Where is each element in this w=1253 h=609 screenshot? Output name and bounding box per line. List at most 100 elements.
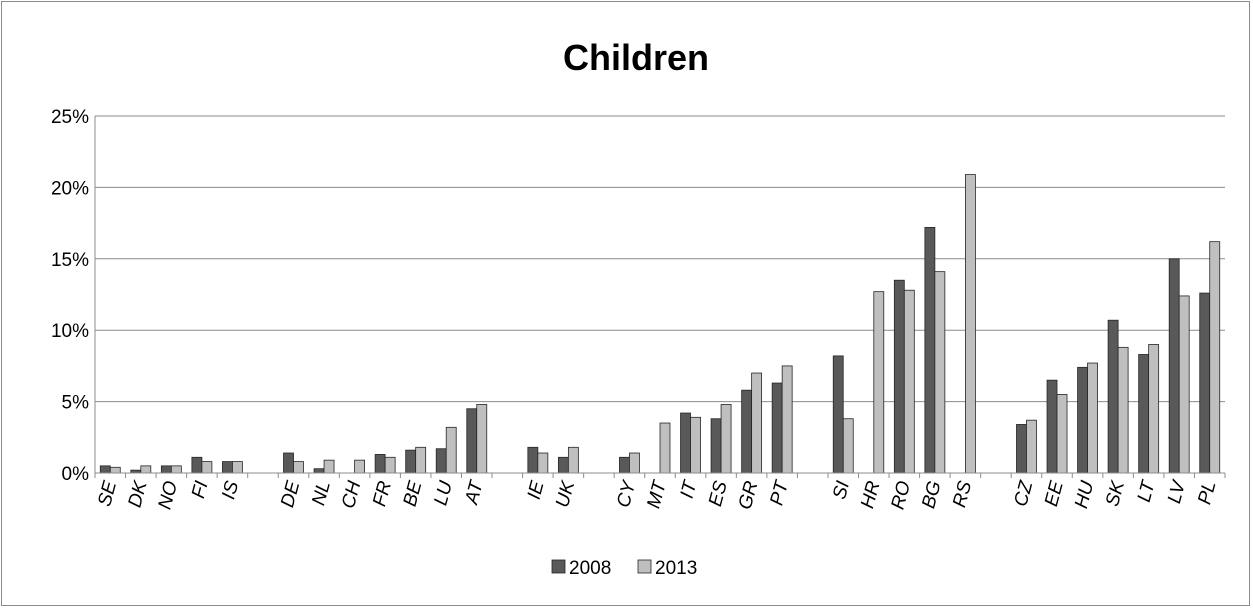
x-tick-label: BE [400, 479, 427, 509]
bar-2013-MT [659, 422, 671, 474]
x-tick-label: ES [705, 479, 732, 509]
x-tick-label: IE [524, 479, 549, 502]
legend-swatch-2013 [637, 559, 652, 574]
x-tick-label: RS [949, 479, 976, 510]
chart-title: Children [563, 37, 709, 78]
legend-swatch-2008 [551, 559, 566, 574]
bar-2008-LU [435, 448, 447, 474]
bar-2008-ES [710, 418, 722, 474]
bar-2013-SK [1117, 346, 1129, 474]
bar-2013-CZ [1026, 419, 1037, 474]
x-tick-label: FI [188, 478, 213, 500]
bar-2013-DE [293, 461, 304, 474]
bar-2008-EE [1046, 379, 1058, 474]
x-tick-label: CZ [1010, 478, 1037, 509]
bar-2013-LV [1178, 295, 1190, 474]
bar-2008-IT [680, 412, 691, 474]
bar-2013-IT [690, 416, 701, 474]
bar-2013-SI [842, 418, 854, 474]
bar-2008-SE [99, 465, 111, 474]
x-axis-ticks: SE DK NO FI IS DE NL CH FR BE LU AT IE UK CY MT IT ES GR PT… [94, 477, 1220, 512]
bar-2008-DE [283, 452, 294, 474]
bar-2008-HU [1077, 366, 1088, 474]
bar-2013-LT [1148, 344, 1160, 474]
bar-2013-PT [781, 365, 793, 474]
x-tick-label: RO [887, 479, 915, 512]
y-axis-ticks: 0% 5% 10% 15% 20% 25% [51, 107, 89, 485]
x-tick-label: SI [829, 478, 854, 501]
x-tick-label: CY [613, 478, 640, 510]
bar-2013-DK [140, 465, 152, 474]
bar-2013-RO [903, 289, 915, 474]
bar-2013-PL [1209, 241, 1221, 474]
bar-2008-CY [619, 456, 630, 474]
grid-lines [95, 115, 1225, 403]
bar-2013-FR [384, 456, 396, 474]
x-tick-label: HR [857, 479, 884, 511]
x-tick-label: DE [277, 479, 304, 510]
bar-2008-AT [466, 408, 478, 474]
legend: 2008 2013 [551, 558, 697, 579]
x-tick-label: LT [1134, 478, 1160, 505]
bar-2013-CY [629, 452, 640, 474]
bar-2008-SK [1107, 319, 1119, 474]
legend-label-2008: 2008 [569, 558, 611, 579]
x-tick-label: CH [338, 479, 365, 511]
x-tick-label: PL [1194, 479, 1220, 507]
y-tick-label: 20% [51, 178, 89, 199]
bar-2013-GR [751, 372, 763, 474]
bar-2013-BG [934, 271, 946, 474]
x-tick-label: UK [552, 478, 579, 510]
bar-2008-LV [1168, 258, 1180, 474]
bar-2008-FI [191, 456, 203, 474]
y-tick-label: 5% [62, 393, 90, 414]
bar-2008-CZ [1016, 424, 1027, 474]
bar-2013-NO [170, 465, 182, 474]
bar-2008-BE [405, 449, 417, 474]
bar-2008-SI [832, 355, 844, 474]
bar-2013-NL [323, 459, 335, 474]
bar-2013-HU [1087, 362, 1098, 474]
bar-2008-PL [1199, 292, 1211, 474]
bar-2013-AT [476, 404, 488, 474]
x-tick-label: NL [308, 479, 335, 508]
x-tick-label: SK [1102, 478, 1129, 509]
x-tick-label: LV [1164, 477, 1191, 506]
bar-2008-BG [924, 226, 936, 474]
bar-2008-IE [527, 446, 539, 474]
y-tick-label: 10% [51, 321, 89, 342]
x-tick-label: PT [766, 478, 793, 508]
x-tick-label: DK [125, 478, 152, 510]
x-tick-label: AT [461, 478, 488, 508]
bar-2013-LU [445, 426, 457, 474]
x-tick-label: HU [1071, 479, 1098, 511]
bar-2008-GR [741, 389, 753, 474]
y-tick-label: 0% [62, 464, 90, 485]
x-tick-label: NO [155, 479, 183, 512]
bar-2008-FR [374, 454, 386, 474]
bar-2013-FI [201, 461, 213, 474]
bar-2013-SE [109, 466, 121, 474]
bar-2008-RO [893, 279, 905, 474]
y-tick-label: 15% [51, 250, 89, 271]
bar-2013-ES [720, 404, 732, 474]
x-tick-label: BG [918, 479, 945, 511]
axes [94, 116, 1226, 478]
x-tick-label: MT [643, 478, 671, 511]
bar-2013-RS [965, 174, 976, 474]
bar-2013-HR [873, 291, 885, 474]
bar-2008-NL [313, 468, 325, 474]
x-tick-label: IS [218, 479, 243, 502]
bar-2013-CH [354, 459, 365, 474]
x-tick-label: EE [1041, 479, 1068, 509]
x-tick-label: FR [369, 479, 396, 509]
legend-label-2013: 2013 [655, 558, 697, 579]
x-tick-label: SE [94, 479, 121, 509]
bar-2008-PT [771, 382, 783, 474]
x-tick-label: LU [430, 479, 457, 508]
bar-2013-EE [1056, 394, 1068, 474]
bars [99, 174, 1221, 474]
bar-2013-IS [232, 461, 243, 474]
bar-2013-UK [567, 446, 579, 474]
